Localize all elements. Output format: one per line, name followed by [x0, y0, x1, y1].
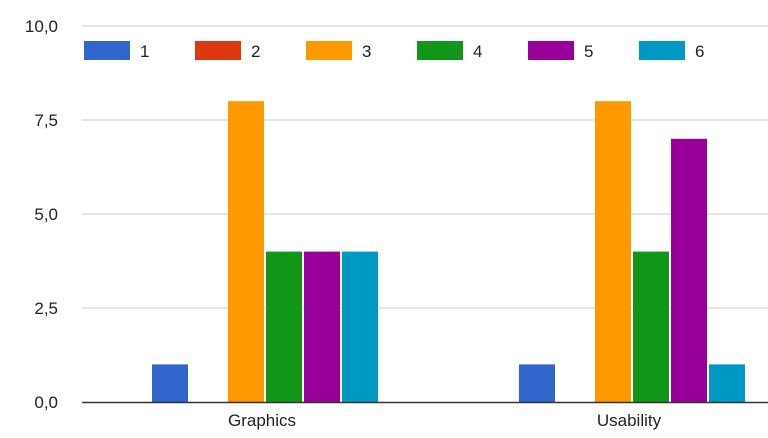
y-tick-label: 7,5 — [34, 111, 58, 130]
x-category-label: Graphics — [228, 411, 296, 430]
bar-usability-series-3 — [595, 101, 631, 402]
legend-item-5[interactable]: 5 — [528, 41, 593, 61]
legend-swatch — [417, 41, 463, 60]
legend-item-2[interactable]: 2 — [195, 41, 260, 61]
bars — [152, 101, 745, 403]
bar-usability-series-5 — [671, 138, 707, 403]
legend-label: 4 — [473, 42, 482, 61]
y-tick-label: 0,0 — [34, 393, 58, 412]
legend-swatch — [639, 41, 685, 60]
legend-swatch — [306, 41, 352, 60]
bar-graphics-series-3 — [228, 101, 264, 402]
legend-swatch — [528, 41, 574, 60]
legend-swatch — [84, 41, 130, 60]
bar-graphics-series-6 — [342, 251, 378, 402]
legend-item-3[interactable]: 3 — [306, 41, 371, 61]
x-axis-labels: Graphics Usability — [228, 411, 662, 430]
y-tick-label: 5,0 — [34, 205, 58, 224]
bar-usability-series-1 — [519, 364, 555, 402]
legend[interactable]: 1 2 3 4 5 6 — [84, 41, 704, 61]
legend-item-6[interactable]: 6 — [639, 41, 704, 61]
bar-usability-series-4 — [633, 251, 669, 402]
legend-item-4[interactable]: 4 — [417, 41, 482, 61]
bar-usability-series-6 — [709, 364, 745, 402]
legend-label: 1 — [140, 42, 149, 61]
y-tick-label: 10,0 — [25, 17, 58, 36]
legend-label: 6 — [695, 42, 704, 61]
legend-label: 3 — [362, 42, 371, 61]
legend-swatch — [195, 41, 241, 60]
bar-graphics-series-4 — [266, 251, 302, 402]
legend-item-1[interactable]: 1 — [84, 41, 149, 61]
bar-graphics-series-5 — [304, 251, 340, 402]
legend-label: 5 — [584, 42, 593, 61]
legend-label: 2 — [251, 42, 260, 61]
x-category-label: Usability — [597, 411, 662, 430]
y-tick-label: 2,5 — [34, 299, 58, 318]
y-axis-ticks: 0,0 2,5 5,0 7,5 10,0 — [25, 17, 58, 412]
bar-graphics-series-1 — [152, 364, 188, 402]
